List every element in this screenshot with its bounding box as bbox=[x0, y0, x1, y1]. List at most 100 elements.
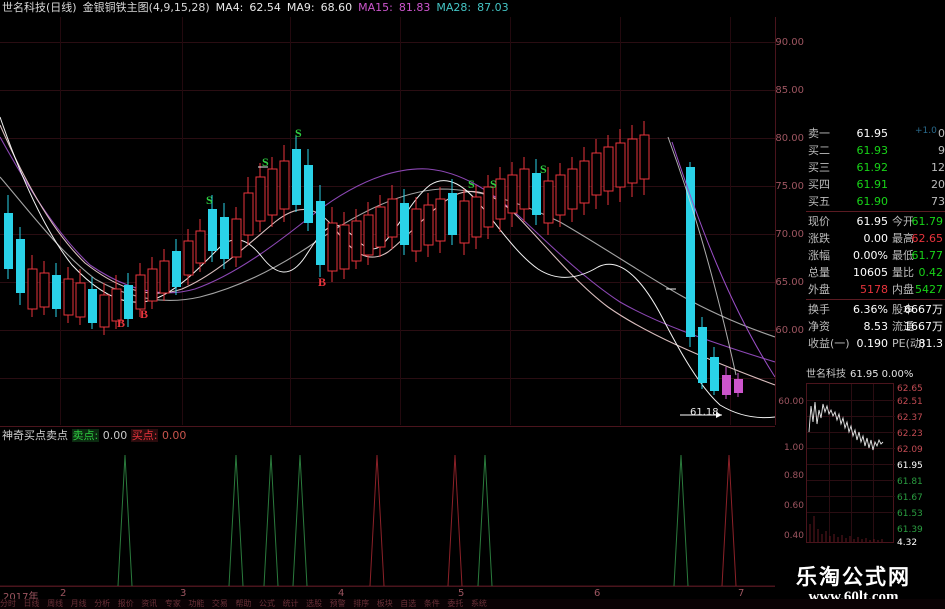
stat-label: 内盘 bbox=[892, 283, 914, 296]
date-tick: 2017年 bbox=[3, 592, 39, 603]
status-item[interactable]: 报价 bbox=[117, 599, 134, 608]
status-item[interactable]: 分时 bbox=[0, 599, 16, 608]
status-item[interactable]: 周线 bbox=[47, 599, 64, 608]
vertical-gridline bbox=[620, 17, 621, 425]
status-item[interactable]: 自选 bbox=[400, 599, 417, 608]
date-tick: 7 bbox=[738, 588, 745, 599]
gridline bbox=[851, 384, 852, 542]
level-volume: 9 bbox=[938, 144, 945, 157]
price-tick: 70.00 bbox=[775, 229, 804, 240]
level2-quote-panel[interactable]: 卖一 61.95 0 买二 61.93 9 买三 61.92 12 买四 61.… bbox=[806, 125, 945, 365]
quote-level-row[interactable]: 买二 61.93 9 bbox=[806, 142, 945, 159]
level-price: 61.95 bbox=[856, 127, 889, 140]
status-item[interactable]: 帮助 bbox=[235, 599, 252, 608]
sub-panel-title-bar: 神奇买点卖点 卖点: 0.00 买点: 0.00 bbox=[2, 429, 186, 442]
stat-label: 最低 bbox=[892, 249, 914, 262]
status-item[interactable]: 分析 bbox=[94, 599, 111, 608]
ticker-percent: 0.00% bbox=[881, 369, 914, 380]
status-item[interactable]: 功能 bbox=[188, 599, 205, 608]
divider bbox=[806, 211, 945, 212]
gridline bbox=[829, 384, 830, 542]
ticker-summary[interactable]: 世名科技 61.95 0.00% bbox=[806, 368, 945, 382]
price-tick: 75.00 bbox=[775, 181, 804, 192]
stat-label: 总量 bbox=[808, 266, 830, 279]
status-item[interactable]: 资讯 bbox=[141, 599, 158, 608]
intraday-percent-axis: 60.00 1.00 0.80 0.60 0.40 bbox=[775, 383, 806, 545]
level-volume: 12 bbox=[931, 161, 945, 174]
stat-label: 外盘 bbox=[808, 283, 830, 296]
buy-marker: B bbox=[117, 316, 126, 330]
stat-value: 5178 bbox=[860, 283, 888, 296]
gridline bbox=[0, 378, 775, 379]
status-item[interactable]: 板块 bbox=[376, 599, 393, 608]
status-item[interactable]: 交易 bbox=[211, 599, 228, 608]
sub-panel-title: 神奇买点卖点 bbox=[2, 429, 68, 442]
status-item[interactable]: 统计 bbox=[282, 599, 299, 608]
stat-value: 61.77 bbox=[911, 249, 944, 262]
date-axis: 2017年 2 3 4 5 6 7 bbox=[0, 586, 775, 603]
vertical-gridline bbox=[290, 17, 291, 425]
bottom-status-bar[interactable]: 分时 日线 周线 月线 分析 报价 资讯 专家 功能 交易 帮助 公式 统计 选… bbox=[0, 599, 945, 609]
vertical-gridline bbox=[510, 17, 511, 425]
candlestick-series bbox=[0, 116, 775, 419]
chart-title-bar: 世名科技(日线) 金银铜铁主图(4,9,15,28) MA4: 62.54 MA9: 68… bbox=[0, 0, 945, 16]
status-item[interactable]: 选股 bbox=[306, 599, 323, 608]
quote-level-row[interactable]: 买三 61.92 12 bbox=[806, 159, 945, 176]
level-price: 61.93 bbox=[856, 144, 889, 157]
price-tick: 80.00 bbox=[775, 133, 804, 144]
stat-label: 净资 bbox=[808, 320, 830, 333]
quote-level-row[interactable]: 买四 61.91 20 bbox=[806, 176, 945, 193]
intraday-tick: 62.37 bbox=[897, 413, 923, 423]
stat-label: 现价 bbox=[808, 215, 830, 228]
date-tick: 6 bbox=[594, 588, 601, 599]
stat-label: 换手 bbox=[808, 303, 830, 316]
divider bbox=[806, 299, 945, 300]
intraday-tick: 62.23 bbox=[897, 429, 923, 439]
change-badge: +1.0 bbox=[915, 126, 937, 136]
buy-sell-indicator-panel[interactable]: 神奇买点卖点 卖点: 0.00 买点: 0.00 bbox=[0, 426, 775, 587]
stat-label: 流通 bbox=[892, 320, 914, 333]
level-name: 买三 bbox=[808, 161, 830, 174]
level-price: 61.92 bbox=[856, 161, 889, 174]
price-tick: 60.00 bbox=[775, 325, 804, 336]
quote-stat-row: 涨跌 0.00 最高 62.65 bbox=[806, 230, 945, 247]
stat-value: 62.65 bbox=[911, 232, 944, 245]
indicator-title[interactable]: 金银铜铁主图(4,9,15,28) bbox=[82, 1, 210, 14]
date-tick: 3 bbox=[180, 588, 187, 599]
level-name: 买五 bbox=[808, 195, 830, 208]
status-item[interactable]: 月线 bbox=[70, 599, 87, 608]
vertical-gridline bbox=[60, 17, 61, 425]
level-name: 买二 bbox=[808, 144, 830, 157]
quote-stat-row: 收益(一) 0.190 PE(动) 81.3 bbox=[806, 335, 945, 352]
status-item[interactable]: 条件 bbox=[423, 599, 440, 608]
quote-level-row[interactable]: 卖一 61.95 0 bbox=[806, 125, 945, 142]
quote-level-row[interactable]: 买五 61.90 73 bbox=[806, 193, 945, 210]
status-item[interactable]: 公式 bbox=[259, 599, 276, 608]
status-item[interactable]: 专家 bbox=[164, 599, 181, 608]
signal-spikes bbox=[0, 454, 775, 587]
status-item[interactable]: 委托 bbox=[447, 599, 464, 608]
intraday-tick: 61.67 bbox=[897, 493, 923, 503]
status-item[interactable]: 预警 bbox=[329, 599, 346, 608]
quote-stat-row: 现价 61.95 今开 61.79 bbox=[806, 213, 945, 230]
vertical-gridline bbox=[182, 17, 183, 425]
ticker-name: 世名科技 bbox=[806, 369, 846, 380]
status-item[interactable]: 系统 bbox=[470, 599, 487, 608]
status-item[interactable]: 排序 bbox=[353, 599, 370, 608]
stat-value: 0.42 bbox=[918, 266, 944, 279]
main-candlestick-chart[interactable]: S S S S S S B B B 61.18 bbox=[0, 17, 775, 425]
buy-point-label: 买点: bbox=[130, 429, 159, 442]
quote-stat-row: 总量 10605 量比 0.42 bbox=[806, 264, 945, 281]
ma4-label: MA4: bbox=[215, 1, 244, 14]
intraday-minichart[interactable] bbox=[806, 383, 895, 543]
stat-value: 0.00 bbox=[863, 232, 889, 245]
status-item[interactable]: 日线 bbox=[23, 599, 40, 608]
stat-value: 1667万 bbox=[904, 320, 943, 333]
stat-label: 股本 bbox=[892, 303, 914, 316]
stat-value: 6667万 bbox=[904, 303, 943, 316]
stat-label: 今开 bbox=[892, 215, 914, 228]
stock-title[interactable]: 世名科技(日线) bbox=[2, 1, 77, 14]
intraday-left-tick: 0.60 bbox=[783, 501, 804, 511]
date-tick: 5 bbox=[458, 588, 465, 599]
